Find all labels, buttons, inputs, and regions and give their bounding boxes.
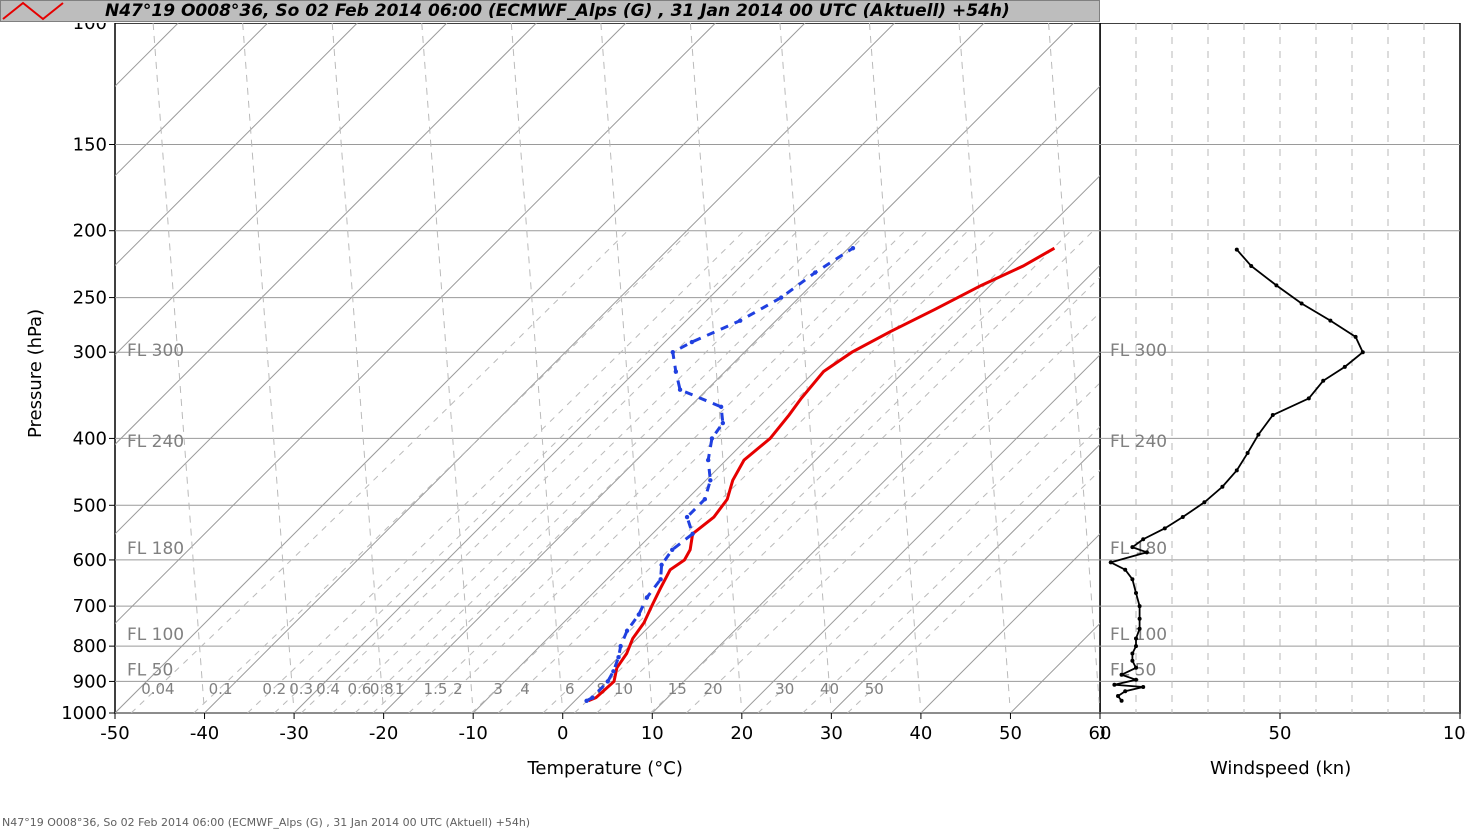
svg-text:-30: -30	[279, 723, 308, 744]
svg-text:FL 240: FL 240	[127, 432, 184, 452]
svg-text:0.04: 0.04	[141, 680, 174, 698]
svg-text:-20: -20	[369, 723, 398, 744]
svg-text:0: 0	[557, 723, 568, 744]
svg-text:50: 50	[865, 680, 884, 698]
svg-text:-50: -50	[100, 723, 129, 744]
title-bar: N47°19 O008°36, So 02 Feb 2014 06:00 (EC…	[0, 0, 1100, 22]
svg-text:50: 50	[1269, 723, 1292, 744]
svg-text:6: 6	[565, 680, 575, 698]
svg-text:15: 15	[668, 680, 687, 698]
svg-text:250: 250	[73, 288, 107, 309]
svg-text:10: 10	[614, 680, 633, 698]
svg-text:FL 240: FL 240	[1110, 432, 1167, 452]
svg-text:200: 200	[73, 221, 107, 242]
svg-text:1.5: 1.5	[424, 680, 448, 698]
svg-text:0.8: 0.8	[370, 680, 394, 698]
svg-text:0: 0	[1100, 723, 1106, 744]
xlabel-windspeed: Windspeed (kn)	[1210, 758, 1351, 779]
svg-text:20: 20	[704, 680, 723, 698]
footer-text: N47°19 O008°36, So 02 Feb 2014 06:00 (EC…	[2, 816, 530, 829]
svg-text:0.6: 0.6	[347, 680, 371, 698]
svg-text:1000: 1000	[61, 703, 107, 724]
svg-text:FL 180: FL 180	[127, 539, 184, 559]
svg-text:800: 800	[73, 636, 107, 657]
svg-text:40: 40	[909, 723, 932, 744]
svg-text:FL 300: FL 300	[1110, 341, 1167, 361]
svg-text:1: 1	[395, 680, 405, 698]
svg-text:FL 300: FL 300	[127, 341, 184, 361]
svg-text:100: 100	[73, 23, 107, 34]
svg-text:300: 300	[73, 342, 107, 363]
svg-text:30: 30	[775, 680, 794, 698]
svg-text:4: 4	[520, 680, 530, 698]
svg-text:0.1: 0.1	[209, 680, 233, 698]
xlabel-temperature: Temperature (°C)	[528, 758, 683, 779]
svg-text:20: 20	[730, 723, 753, 744]
svg-text:700: 700	[73, 596, 107, 617]
svg-text:3: 3	[493, 680, 503, 698]
svg-text:0.3: 0.3	[289, 680, 313, 698]
svg-text:-10: -10	[458, 723, 487, 744]
zigzag-icon	[1, 1, 101, 21]
svg-text:40: 40	[820, 680, 839, 698]
svg-text:50: 50	[999, 723, 1022, 744]
svg-text:400: 400	[73, 428, 107, 449]
svg-text:900: 900	[73, 671, 107, 692]
svg-text:100: 100	[1443, 723, 1467, 744]
wind-chart: FL 50FL 100FL 180FL 240FL 300050100	[1100, 23, 1467, 783]
svg-text:FL 100: FL 100	[127, 625, 184, 645]
skewt-chart: 1000900800700600500400300250200150100FL …	[15, 23, 1120, 783]
svg-text:0.2: 0.2	[262, 680, 286, 698]
svg-text:150: 150	[73, 135, 107, 156]
svg-text:0.4: 0.4	[316, 680, 340, 698]
svg-text:10: 10	[641, 723, 664, 744]
svg-text:-40: -40	[190, 723, 219, 744]
svg-text:2: 2	[453, 680, 463, 698]
ylabel-pressure: Pressure (hPa)	[25, 309, 46, 438]
svg-text:600: 600	[73, 550, 107, 571]
svg-text:500: 500	[73, 495, 107, 516]
chart-title: N47°19 O008°36, So 02 Feb 2014 06:00 (EC…	[105, 1, 1010, 21]
svg-text:30: 30	[820, 723, 843, 744]
